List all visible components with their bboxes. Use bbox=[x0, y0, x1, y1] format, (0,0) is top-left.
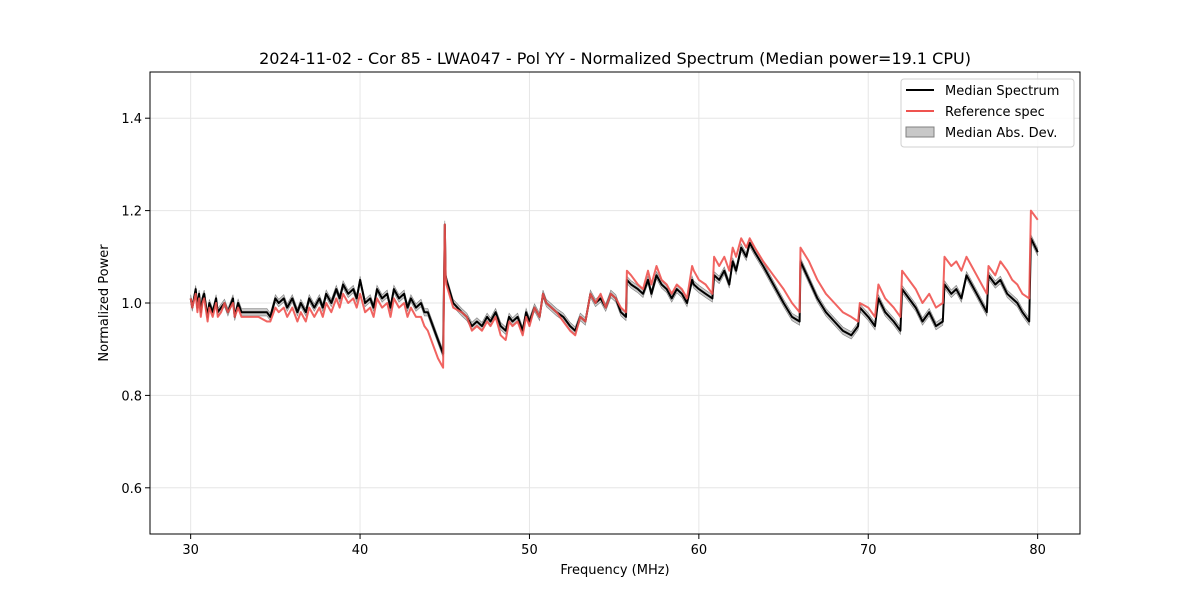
x-tick-label: 80 bbox=[1029, 543, 1046, 558]
x-tick-label: 40 bbox=[352, 543, 369, 558]
y-tick-label: 1.4 bbox=[121, 112, 142, 127]
legend-box bbox=[900, 78, 1075, 148]
mad-band bbox=[190, 220, 1038, 358]
x-tick-label: 50 bbox=[521, 543, 538, 558]
x-tick-label: 30 bbox=[182, 543, 199, 558]
y-axis-label: Normalized Power bbox=[97, 244, 112, 362]
y-tick-label: 0.6 bbox=[121, 482, 142, 497]
x-axis: 30 40 50 60 70 80 bbox=[182, 534, 1046, 558]
y-tick-label: 0.8 bbox=[121, 389, 142, 404]
legend-median-label: Median Spectrum bbox=[945, 84, 1059, 99]
legend-reference-label: Reference spec bbox=[945, 105, 1045, 120]
x-tick-label: 70 bbox=[860, 543, 877, 558]
x-axis-label: Frequency (MHz) bbox=[560, 563, 669, 578]
chart-title: 2024-11-02 - Cor 85 - LWA047 - Pol YY - … bbox=[259, 49, 971, 68]
legend-mad-swatch bbox=[905, 126, 935, 138]
y-axis: 0.6 0.8 1.0 1.2 1.4 bbox=[121, 112, 150, 497]
plot-area bbox=[189, 209, 1039, 369]
y-tick-label: 1.2 bbox=[121, 205, 142, 220]
legend-mad-label: Median Abs. Dev. bbox=[945, 126, 1057, 141]
x-tick-label: 60 bbox=[691, 543, 708, 558]
legend: Median Spectrum Reference spec Median Ab… bbox=[900, 78, 1075, 148]
reference-spectrum-line bbox=[189, 209, 1039, 369]
y-tick-label: 1.0 bbox=[121, 297, 142, 312]
